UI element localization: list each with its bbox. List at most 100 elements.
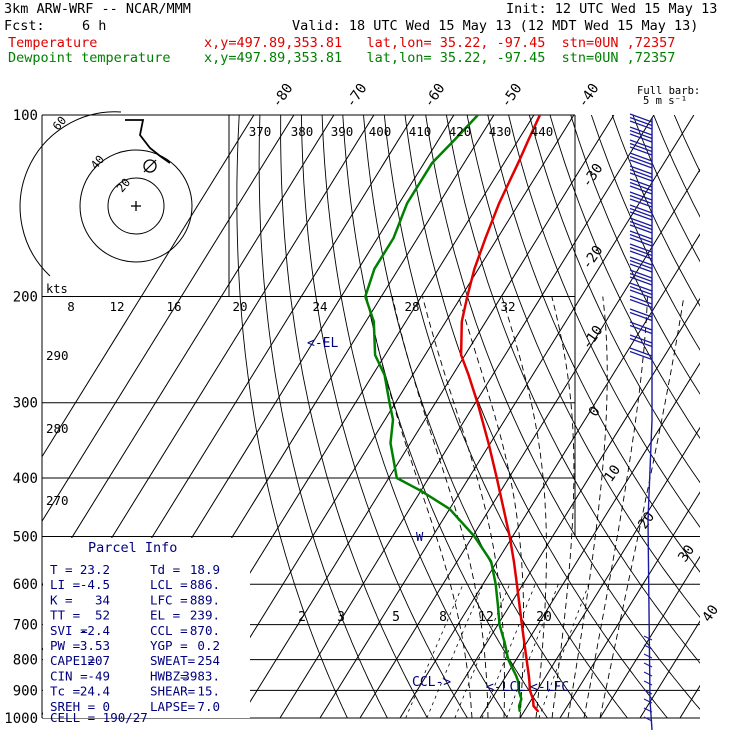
dry-adiabat-line: [570, 115, 700, 395]
wind-barb: [629, 120, 653, 130]
theta-label: 280: [46, 421, 69, 436]
parcel-param-label: EL =: [150, 608, 180, 623]
wind-barb: [629, 324, 653, 335]
hodograph-outer-ring: [19, 111, 122, 277]
wind-barb: [643, 635, 653, 641]
isotherm-label: -80: [269, 81, 297, 111]
pressure-tick-label: 700: [13, 618, 38, 634]
dewpoint-point: [364, 295, 367, 298]
pressure-tick-label: 600: [13, 577, 38, 593]
dewpoint-point: [448, 508, 451, 510]
wind-barb: [643, 707, 653, 713]
wind-barb: [629, 233, 653, 244]
wind-barb: [643, 680, 653, 686]
lcl-marker: <-LCL: [486, 680, 525, 695]
wind-barb: [629, 168, 653, 179]
dry-adiabat-line: [466, 115, 700, 618]
dewpoint-point: [518, 705, 520, 707]
storm-motion-marker: [143, 159, 157, 173]
temperature-point: [502, 508, 505, 510]
temperature-point: [532, 705, 535, 707]
parcel-param-value: 889.: [190, 592, 220, 607]
parcel-param-label: T =: [50, 562, 73, 577]
pressure-tick-label: 900: [13, 683, 38, 699]
wind-barb: [643, 653, 653, 659]
parcel-param-value: 52: [95, 608, 110, 623]
sounding-profiles: [364, 115, 542, 713]
dewpoint-legend-info: x,y=497.89,353.81 lat,lon= 35.22, -97.45…: [204, 50, 676, 66]
dewpoint-point: [518, 710, 521, 713]
dewpoint-point: [494, 583, 497, 586]
wind-barb: [629, 198, 653, 208]
parcel-param-label: LCL =: [150, 577, 188, 592]
isotherm-line: [199, 115, 575, 718]
dewpoint-point: [392, 237, 395, 239]
dewpoint-point: [503, 641, 506, 644]
wind-barb: [629, 185, 653, 195]
temperature-point: [525, 658, 528, 661]
wind-barb: [629, 350, 653, 361]
wind-barb: [629, 246, 653, 257]
dewpoint-point: [517, 680, 520, 683]
dewpoint-point: [420, 490, 422, 492]
isotherm-line: [279, 115, 655, 718]
mixing-ratio-label: 20: [536, 610, 552, 625]
dewpoint-point: [517, 689, 520, 692]
wind-barb: [629, 113, 653, 123]
theta-label: 290: [46, 348, 69, 363]
parcel-param-value: 34: [95, 592, 110, 607]
mixing-ratio-label: 5: [392, 610, 400, 625]
parcel-info-title: Parcel Info: [88, 540, 177, 556]
wind-barb: [629, 224, 653, 234]
isotherm-label: 10: [601, 462, 624, 485]
wind-barb: [629, 191, 653, 201]
isotherm-line: [319, 115, 695, 718]
temperature-point: [476, 401, 479, 404]
wind-barb: [629, 181, 653, 192]
wind-barb: [629, 220, 653, 231]
parcel-param-value: 886.: [190, 577, 220, 592]
temperature-point: [467, 374, 470, 376]
dry-adiabat-line: [508, 115, 700, 528]
dewpoint-point: [406, 202, 409, 204]
temperature-point: [484, 237, 487, 239]
wind-barb: [629, 159, 653, 169]
wind-barb: [629, 139, 653, 149]
temperature-point: [508, 535, 511, 538]
wind-barb: [629, 308, 653, 318]
theta-label: 410: [409, 124, 432, 139]
hodograph-speed-label: 28: [404, 299, 419, 314]
isotherm-line: [399, 233, 700, 718]
temperature-point: [527, 674, 530, 677]
hodograph-speed-label: 32: [500, 299, 515, 314]
mixing-ratio-line: [538, 584, 590, 718]
isotherm-label: 40: [699, 602, 722, 625]
isotherm-label: 20: [635, 509, 658, 532]
wind-barb: [629, 133, 653, 143]
hodograph-speed-label: 16: [166, 299, 181, 314]
wind-barb: [629, 194, 653, 205]
hodograph-ring-label: 60: [50, 113, 70, 133]
model-title: 3km ARW-WRF -- NCAR/MMM: [4, 1, 191, 17]
moist-adiabat-line: [391, 296, 489, 718]
dewpoint-point: [497, 604, 499, 606]
temperature-point: [539, 115, 541, 116]
mixing-ratio-line: [506, 584, 559, 718]
parcel-param-label: HWBZ=: [150, 668, 188, 683]
parcel-param-label: CAPE =: [50, 653, 95, 668]
wind-barbs: Full barb:5 m s⁻¹: [629, 85, 700, 731]
parcel-param-value: 3983.: [182, 668, 220, 683]
dry-adiabat-line: [236, 115, 348, 718]
hodograph-speed-label: 24: [312, 299, 327, 314]
parcel-param-label: PW =: [50, 638, 80, 653]
dewpoint-point: [389, 442, 392, 444]
wind-barb: [629, 321, 653, 331]
dry-adiabat-line: [342, 115, 548, 718]
theta-label: 420: [449, 124, 472, 139]
barb-legend-label: Full barb:: [637, 85, 700, 97]
isotherm-label: -40: [575, 81, 603, 111]
temperature-point: [516, 583, 518, 586]
